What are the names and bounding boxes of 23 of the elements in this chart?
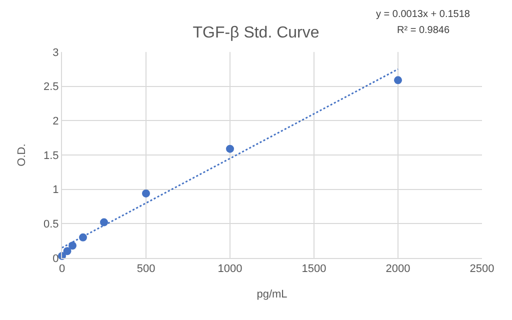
x-tick-label: 1000	[218, 263, 242, 276]
text: y = 0.0013x + 0.1518	[376, 9, 470, 20]
point	[142, 189, 150, 198]
point	[226, 144, 234, 153]
y-tick-label: 0.5	[44, 218, 59, 231]
point	[63, 247, 72, 256]
x-tick-label: 2000	[386, 263, 410, 276]
point	[394, 76, 402, 84]
y-tick-label: 2.5	[44, 81, 59, 94]
x-axis-title: pg/mL	[256, 288, 288, 300]
y-tick-label: 0	[52, 252, 59, 265]
x-tick-label: 500	[136, 263, 156, 276]
x-tick-label: 2500	[470, 263, 494, 276]
text: R² = 0.9846	[397, 25, 450, 36]
x-tick-label: 1500	[302, 263, 326, 276]
point	[100, 218, 108, 226]
point	[68, 242, 76, 250]
y-axis-title: O.D.	[16, 144, 28, 166]
y-tick-label: 2	[52, 116, 59, 128]
y-tick-label: 1.5	[44, 150, 59, 162]
y-tick-label: 1	[52, 184, 59, 196]
y-tick-label: 3	[52, 46, 59, 59]
chart-title: TGF-β Std. Curve	[192, 24, 320, 42]
